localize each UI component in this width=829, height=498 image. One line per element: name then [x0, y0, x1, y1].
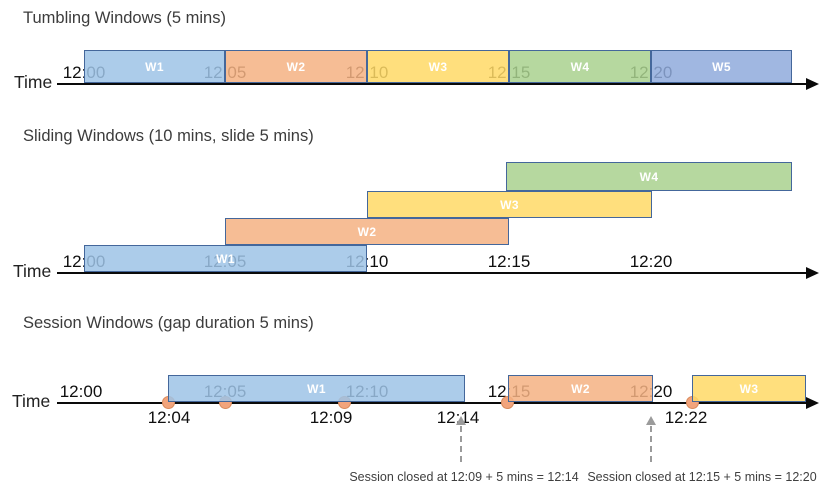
session-close-arrow-1-head-icon [456, 416, 466, 425]
sliding-window-w1-label: W1 [216, 251, 235, 266]
tumbling-window-w2: W2 [225, 50, 367, 83]
sliding-window-w4-label: W4 [639, 169, 659, 184]
session-window-w2: W2 [508, 375, 653, 402]
session-tick-12-00: 12:00 [59, 382, 103, 401]
sliding-window-w3-label: W3 [500, 197, 519, 212]
sliding-time-label: Time [13, 261, 52, 281]
session-close-annotation-2: Session closed at 12:15 + 5 mins = 12:20 [587, 470, 817, 484]
event-label-12-22: 12:22 [664, 408, 708, 427]
tumbling-title: Tumbling Windows (5 mins) [23, 9, 226, 27]
session-timeline-arrowhead-icon [806, 397, 819, 409]
session-time-label: Time [12, 391, 51, 411]
tumbling-window-w3: W3 [367, 50, 509, 83]
session-window-w3: W3 [692, 375, 806, 402]
sliding-window-w2: W2 [225, 218, 509, 245]
tumbling-window-w3-label: W3 [428, 59, 448, 74]
sliding-tick-12-20: 12:20 [629, 252, 673, 271]
tumbling-window-w4-label: W4 [570, 59, 590, 74]
sliding-window-w3: W3 [367, 191, 652, 218]
session-timeline [57, 402, 807, 404]
sliding-title: Sliding Windows (10 mins, slide 5 mins) [23, 127, 314, 145]
session-close-arrow-2 [650, 426, 652, 462]
sliding-timeline-arrowhead-icon [806, 267, 819, 279]
session-close-arrow-2-head-icon [646, 416, 656, 425]
sliding-tick-12-15: 12:15 [487, 252, 531, 271]
session-close-annotation-1: Session closed at 12:09 + 5 mins = 12:14 [349, 470, 579, 484]
session-close-arrow-1 [460, 426, 462, 462]
tumbling-window-w1: W1 [84, 50, 225, 83]
tumbling-time-label: Time [14, 72, 53, 92]
tumbling-timeline-arrowhead-icon [806, 78, 819, 90]
sliding-window-w1: W1 [84, 245, 367, 272]
session-title: Session Windows (gap duration 5 mins) [23, 314, 314, 332]
session-window-w1-label: W1 [307, 381, 326, 396]
event-label-12-04: 12:04 [147, 408, 191, 427]
sliding-window-w2-label: W2 [357, 224, 377, 239]
tumbling-window-w5: W5 [651, 50, 792, 83]
tumbling-window-w2-label: W2 [286, 59, 306, 74]
tumbling-window-w4: W4 [509, 50, 651, 83]
sliding-timeline [57, 272, 807, 274]
sliding-window-w4: W4 [506, 162, 792, 191]
session-window-w2-label: W2 [571, 381, 590, 396]
tumbling-timeline [57, 83, 807, 85]
tumbling-window-w5-label: W5 [712, 59, 731, 74]
tumbling-window-w1-label: W1 [145, 59, 164, 74]
event-label-12-09: 12:09 [309, 408, 353, 427]
session-window-w3-label: W3 [739, 381, 759, 396]
session-window-w1: W1 [168, 375, 465, 402]
